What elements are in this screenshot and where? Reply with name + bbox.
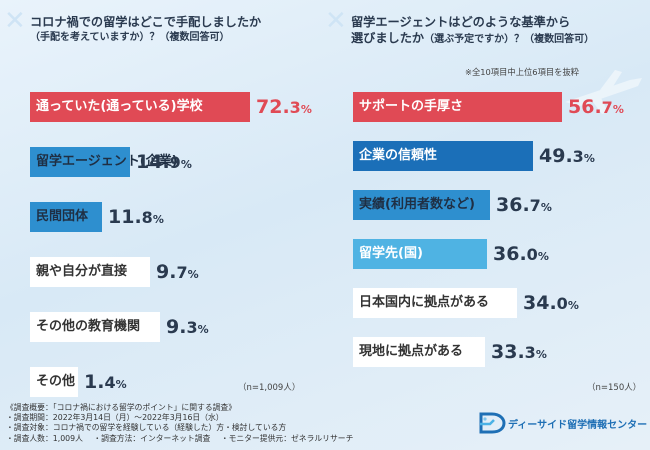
bar xyxy=(30,147,130,177)
bar-value-label: 33.3% xyxy=(491,341,547,363)
right-chart-panel: ✕ 留学エージェントはどのような基準から 選びましたか（選ぶ予定ですか）？（複数… xyxy=(325,0,650,400)
bar-value-label: 36.7% xyxy=(496,194,552,216)
bar-category-label: 留学エージェント(企業) xyxy=(36,154,178,169)
footer-provider: ・モニター提供元：ゼネラルリサーチ xyxy=(220,433,354,443)
footer-line: ・調査期間：2022年3月14日（月）～2022年3月16日（水） xyxy=(6,413,224,423)
bar-value-label: 11.8% xyxy=(108,206,164,228)
right-chart-title-line1: 留学エージェントはどのような基準から xyxy=(351,15,571,29)
right-n-label: （n=150人） xyxy=(587,383,642,393)
left-chart-panel: ✕ コロナ禍での留学はどこで手配しましたか （手配を考えていますか）？（複数回答… xyxy=(0,0,325,400)
x-mark-icon: ✕ xyxy=(4,6,26,36)
bar xyxy=(30,367,78,397)
airplane-icon xyxy=(565,70,642,114)
footer-line: 《調査概要：「コロナ禍における留学のポイント」に関する調査》 xyxy=(6,403,237,412)
bar-value-label: 1.4% xyxy=(84,371,127,393)
right-chart-note: ※全10項目中上位6項目を抜粋 xyxy=(465,67,580,77)
survey-footer: 《調査概要：「コロナ禍における留学のポイント」に関する調査》 ・調査期間：202… xyxy=(6,403,361,444)
footer-line: ・調査対象：コロナ禍での留学を経験している（経験した）方・検討している方 xyxy=(6,423,287,433)
right-chart-subtitle: （選ぶ予定ですか）？（複数回答可） xyxy=(424,34,595,45)
bar-category-label: 実績(利用者数など) xyxy=(359,197,475,212)
bar-value-label: 9.3% xyxy=(166,316,209,338)
bar xyxy=(30,257,150,287)
bar-value-label: 72.3% xyxy=(256,96,312,118)
bar xyxy=(30,312,160,342)
bar-category-label: 留学先(国) xyxy=(359,246,423,261)
bar xyxy=(353,92,562,122)
bar xyxy=(353,288,517,318)
bar-value-label: 56.7% xyxy=(568,96,624,118)
bar-category-label: 日本国内に拠点がある xyxy=(359,295,490,310)
brand-logo-text: ディーサイド留学情報センター xyxy=(508,420,648,431)
bar-value-label: 14.9% xyxy=(136,151,192,173)
bar-value-label: 36.0% xyxy=(493,243,549,265)
footer-method: ・調査方法：インターネット調査 xyxy=(93,433,211,443)
bar xyxy=(353,190,490,220)
bar xyxy=(30,202,102,232)
right-chart-title: 留学エージェントはどのような基準から 選びましたか（選ぶ予定ですか）？（複数回答… xyxy=(351,14,594,48)
bar-category-label: 親や自分が直接 xyxy=(36,264,128,279)
bar-category-label: その他の教育機関 xyxy=(36,319,141,334)
bar-category-label: 企業の信頼性 xyxy=(359,148,438,163)
x-mark-icon: ✕ xyxy=(325,6,347,36)
right-chart-title-line2: 選びましたか xyxy=(351,31,425,45)
bar xyxy=(353,337,485,367)
bar-category-label: 通っていた(通っている)学校 xyxy=(36,99,203,114)
left-chart-subtitle: （手配を考えていますか）？（複数回答可） xyxy=(30,32,230,43)
bar-category-label: 民間団体 xyxy=(36,209,89,224)
bar xyxy=(353,239,487,269)
footer-line: ・調査人数：1,009人 ・調査方法：インターネット調査 ・モニター提供元：ゼネ… xyxy=(6,434,361,444)
bar-value-label: 9.7% xyxy=(156,261,199,283)
bar-value-label: 49.3% xyxy=(539,145,595,167)
d-side-logo-icon xyxy=(479,412,506,434)
bar xyxy=(353,141,533,171)
left-chart-title-main: コロナ禍での留学はどこで手配しましたか xyxy=(30,15,262,29)
bar xyxy=(30,92,250,122)
brand-logo[interactable]: ディーサイド留学情報センター xyxy=(478,410,648,436)
bar-value-label: 34.0% xyxy=(523,292,579,314)
footer-respondents: ・調査人数：1,009人 xyxy=(6,433,83,443)
left-chart-title: コロナ禍での留学はどこで手配しましたか （手配を考えていますか）？（複数回答可） xyxy=(30,14,261,46)
bar-category-label: 現地に拠点がある xyxy=(359,344,464,359)
bar-category-label: サポートの手厚さ xyxy=(359,99,464,114)
left-n-label: （n=1,009人） xyxy=(238,383,301,393)
bar-category-label: その他 xyxy=(36,374,76,389)
